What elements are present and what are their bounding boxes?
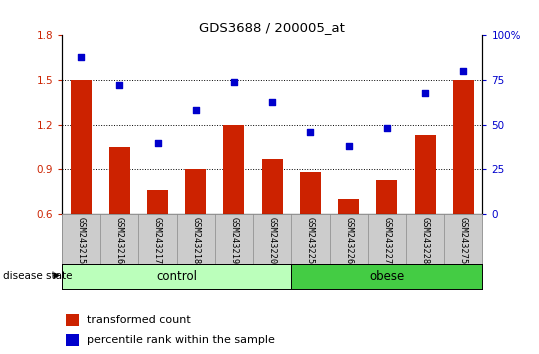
Bar — [376, 180, 397, 214]
Point — [383, 126, 391, 131]
Bar — [71, 80, 92, 214]
Text: percentile rank within the sample: percentile rank within the sample — [87, 335, 275, 345]
Text: GSM243220: GSM243220 — [268, 217, 277, 264]
Bar — [224, 125, 245, 214]
Text: GSM243216: GSM243216 — [115, 217, 124, 264]
Text: GSM243225: GSM243225 — [306, 217, 315, 264]
Point — [115, 82, 123, 88]
Text: GSM243275: GSM243275 — [459, 217, 468, 264]
Text: GSM243228: GSM243228 — [420, 217, 430, 264]
Bar — [147, 190, 168, 214]
Text: control: control — [156, 270, 197, 283]
Text: GSM243218: GSM243218 — [191, 217, 201, 264]
Point — [268, 99, 277, 104]
Point — [230, 79, 238, 85]
Bar — [262, 159, 283, 214]
Text: GSM243217: GSM243217 — [153, 217, 162, 264]
Point — [459, 68, 468, 74]
Text: disease state: disease state — [3, 272, 72, 281]
Bar — [66, 334, 79, 346]
Point — [344, 143, 353, 149]
Point — [421, 90, 430, 96]
Bar — [109, 147, 130, 214]
Point — [77, 54, 85, 60]
Bar — [66, 314, 79, 326]
Text: GSM243227: GSM243227 — [382, 217, 391, 264]
Point — [191, 108, 200, 113]
Bar — [62, 264, 291, 289]
Text: transformed count: transformed count — [87, 315, 191, 325]
Text: GSM243226: GSM243226 — [344, 217, 353, 264]
Text: GSM243219: GSM243219 — [230, 217, 238, 264]
Bar — [338, 199, 359, 214]
Bar — [414, 135, 436, 214]
Point — [153, 140, 162, 145]
Bar — [185, 170, 206, 214]
Text: GSM243215: GSM243215 — [77, 217, 86, 264]
Title: GDS3688 / 200005_at: GDS3688 / 200005_at — [199, 21, 345, 34]
Point — [306, 129, 315, 135]
Bar — [300, 172, 321, 214]
Text: obese: obese — [369, 270, 404, 283]
Bar — [453, 80, 474, 214]
Bar — [291, 264, 482, 289]
